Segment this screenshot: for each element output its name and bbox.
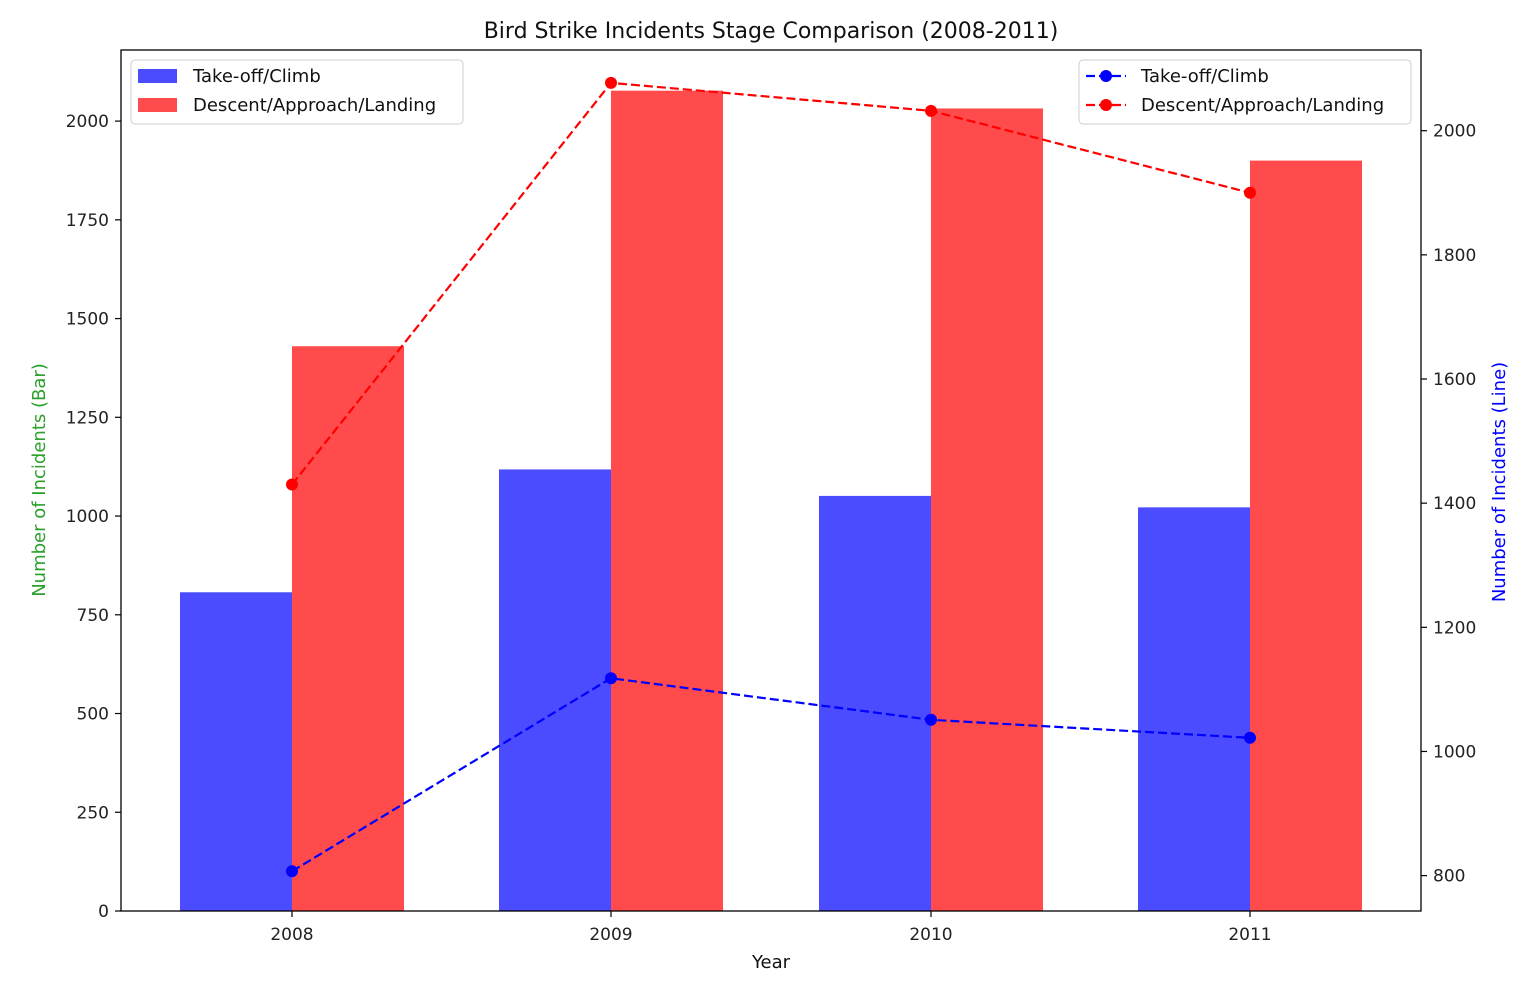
lines-layer (286, 76, 1256, 878)
y-axis-left-label: Number of Incidents (Bar) (29, 363, 50, 597)
line-takeoff (291, 677, 1251, 873)
legend-bars-swatch (138, 98, 177, 112)
y-right-tick-label: 1200 (1433, 618, 1476, 638)
legend-bars-swatch (138, 69, 177, 83)
legend-bars-box (130, 59, 464, 125)
bar-takeoff-2011 (1138, 507, 1250, 911)
y-right-tick-label: 1400 (1433, 494, 1476, 514)
point-descent-2011 (1244, 186, 1256, 199)
bars-layer (180, 90, 1362, 912)
y-right-tick-label: 1600 (1433, 370, 1476, 390)
y-left-tick-label: 2000 (66, 112, 109, 132)
bar-takeoff-2010 (819, 495, 931, 911)
point-descent-2009 (605, 76, 617, 89)
x-axis: 2008 2009 2010 2011 (270, 911, 1272, 945)
legend-lines-label: Descent/Approach/Landing (1141, 95, 1384, 116)
y-right-tick-label: 800 (1433, 867, 1465, 887)
legend-lines-box (1078, 59, 1412, 125)
bar-descent-2011 (1250, 160, 1362, 911)
legend-lines-marker (1100, 70, 1112, 82)
point-descent-2008 (286, 478, 298, 491)
plot-frame (120, 49, 1422, 912)
y-left-tick-label: 1500 (66, 310, 109, 330)
legend-lines-marker (1100, 99, 1112, 111)
x-axis-label: Year (751, 952, 791, 973)
y-left-tick-label: 250 (77, 803, 109, 823)
legend-bars-label: Descent/Approach/Landing (193, 95, 436, 116)
y-left-tick-label: 1750 (66, 211, 109, 231)
bar-descent-2010 (931, 108, 1043, 912)
legend-lines: Take-off/Climb Descent/Approach/Landing (1078, 59, 1412, 125)
point-takeoff-2008 (286, 865, 298, 878)
y-right-tick-label: 1800 (1433, 246, 1476, 266)
bar-takeoff-2008 (180, 592, 292, 911)
point-takeoff-2009 (605, 672, 617, 685)
y-axis-left: 0 250 500 750 1000 1250 1500 1750 2000 (66, 112, 121, 922)
line-descent (291, 81, 1251, 486)
x-tick-label: 2010 (909, 925, 952, 945)
y-axis-right: 800 1000 1200 1400 1600 1800 2000 (1421, 122, 1476, 887)
legend-bars-label: Take-off/Climb (192, 66, 321, 87)
bar-takeoff-2009 (499, 469, 611, 911)
y-left-tick-label: 1250 (66, 408, 109, 428)
y-right-tick-label: 2000 (1433, 122, 1476, 142)
point-takeoff-2010 (925, 713, 937, 726)
y-left-tick-label: 500 (77, 705, 109, 725)
x-tick-label: 2009 (589, 925, 632, 945)
x-tick-label: 2008 (270, 925, 313, 945)
legend-lines-label: Take-off/Climb (1140, 66, 1269, 87)
y-left-tick-label: 750 (77, 606, 109, 626)
point-takeoff-2011 (1244, 731, 1256, 744)
x-tick-label: 2011 (1228, 925, 1271, 945)
bar-descent-2008 (292, 346, 404, 912)
point-descent-2010 (925, 104, 937, 117)
bar-descent-2009 (611, 90, 723, 911)
legend-bars: Take-off/Climb Descent/Approach/Landing (130, 59, 464, 125)
y-right-tick-label: 1000 (1433, 742, 1476, 762)
y-left-tick-label: 0 (98, 902, 109, 922)
y-left-tick-label: 1000 (66, 507, 109, 527)
y-axis-right-label: Number of Incidents (Line) (1489, 362, 1510, 602)
chart-title: Bird Strike Incidents Stage Comparison (… (484, 19, 1059, 44)
